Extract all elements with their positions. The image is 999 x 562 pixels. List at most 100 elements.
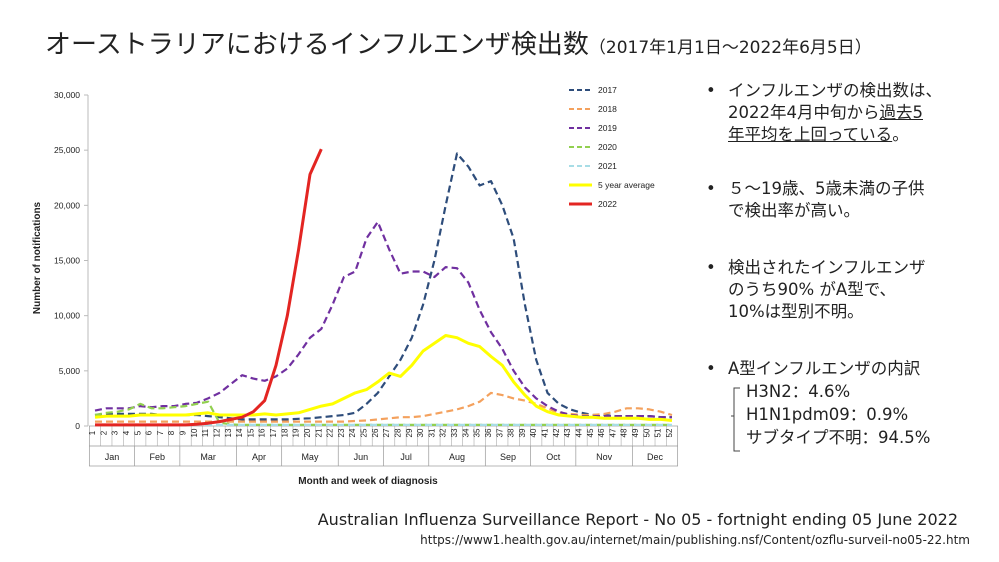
- title-note: （2017年1月1日～2022年6月5日）: [588, 38, 872, 58]
- series-line: [94, 400, 672, 426]
- note-line: 年平均を上回っている。: [728, 124, 942, 146]
- note-text: 。: [892, 125, 909, 144]
- x-tick-label: 27: [382, 428, 391, 437]
- note-text: のうち90% がA型で、: [728, 280, 897, 299]
- month-label: Feb: [149, 452, 165, 462]
- x-tick-label: 28: [393, 428, 402, 437]
- source: Australian Influenza Surveillance Report…: [317, 510, 958, 529]
- x-tick-label: 48: [620, 428, 629, 437]
- x-tick-label: 44: [574, 428, 583, 437]
- x-axis-title: Month and week of diagnosis: [298, 476, 438, 487]
- month-label: Jul: [400, 452, 412, 462]
- y-tick-label: 20,000: [54, 200, 80, 210]
- bullet: •: [706, 81, 716, 100]
- note-line: 検出されたインフルエンザ: [728, 257, 926, 279]
- x-tick-label: 20: [303, 428, 312, 437]
- x-tick-label: 24: [348, 428, 357, 437]
- x-tick-label: 45: [586, 428, 595, 437]
- x-tick-label: 31: [427, 428, 436, 437]
- x-tick-label: 32: [439, 428, 448, 437]
- x-tick-label: 33: [450, 428, 459, 437]
- x-tick-label: 3: [111, 430, 120, 435]
- note-line: 10%は型別不明。: [728, 301, 926, 323]
- x-tick-label: 26: [371, 428, 380, 437]
- x-tick-label: 42: [552, 428, 561, 437]
- x-tick-label: 4: [122, 430, 131, 435]
- x-tick-label: 15: [246, 428, 255, 437]
- x-tick-label: 10: [190, 428, 199, 437]
- series-line: [94, 220, 672, 419]
- note-item: H1N1pdm09：0.9%: [746, 405, 909, 424]
- x-tick-label: 16: [258, 428, 267, 437]
- x-tick-label: 39: [518, 428, 527, 437]
- slide-title: オーストラリアにおけるインフルエンザ検出数（2017年1月1日～2022年6月5…: [45, 24, 872, 61]
- note: • A型インフルエンザの内訳 H3N2：4.6% H1N1pdm09：0.9% サブタイ…: [706, 358, 930, 449]
- chart: Number of notifications Month and week o…: [32, 85, 679, 487]
- x-tick-label: 2: [99, 430, 108, 435]
- x-tick-label: 34: [461, 428, 470, 437]
- bullet: •: [706, 258, 716, 277]
- month-label: Sep: [500, 452, 516, 462]
- x-tick-label: 37: [495, 428, 504, 437]
- x-tick-label: 52: [665, 428, 674, 437]
- x-tick-label: 9: [179, 430, 188, 435]
- note-text: インフルエンザの検出数は、: [728, 81, 943, 100]
- x-tick-label: 40: [529, 428, 538, 437]
- month-label: Aug: [449, 452, 465, 462]
- x-tick-label: 11: [201, 428, 210, 437]
- x-tick-label: 21: [314, 428, 323, 437]
- note-line: 2022年4月中旬から過去5: [728, 102, 942, 124]
- series-line: [94, 152, 672, 421]
- x-tick-label: 13: [224, 428, 233, 437]
- note-text: で検出率が高い。: [728, 201, 860, 220]
- legend-label: 5 year average: [598, 180, 655, 190]
- x-tick-label: 29: [405, 428, 414, 437]
- month-label: Dec: [647, 452, 664, 462]
- x-tick-label: 35: [473, 428, 482, 437]
- note-line: ５～19歳、5歳未満の子供: [728, 178, 925, 200]
- bullet: •: [706, 179, 716, 198]
- note-line: で検出率が高い。: [728, 200, 925, 222]
- month-label: May: [301, 452, 319, 462]
- y-tick-label: 0: [75, 421, 80, 431]
- x-tick-label: 41: [541, 428, 550, 437]
- legend-label: 2017: [598, 85, 617, 95]
- x-tick-label: 30: [416, 428, 425, 437]
- month-label: Jun: [354, 452, 369, 462]
- note: • 検出されたインフルエンザ のうち90% がA型で、 10%は型別不明。: [706, 257, 926, 323]
- note-item: サブタイプ不明：94.5%: [746, 428, 931, 447]
- note: • ５～19歳、5歳未満の子供 で検出率が高い。: [706, 178, 925, 222]
- note-text: 10%は型別不明。: [728, 302, 864, 321]
- note-text: 年平均を上回っている: [728, 125, 893, 144]
- y-tick-label: 10,000: [54, 311, 80, 321]
- x-tick-label: 18: [280, 428, 289, 437]
- title-main: オーストラリアにおけるインフルエンザ検出数: [45, 30, 589, 60]
- x-tick-label: 6: [145, 430, 154, 435]
- x-tick-label: 50: [642, 428, 651, 437]
- note-text: 検出されたインフルエンザ: [728, 258, 926, 277]
- bracket: [731, 387, 740, 452]
- note-line: インフルエンザの検出数は、: [728, 80, 942, 102]
- x-tick-label: 1: [88, 430, 97, 435]
- x-tick-label: 17: [269, 428, 278, 437]
- note-text: 2022年4月中旬から: [728, 103, 880, 122]
- note-text: A型インフルエンザの内訳: [728, 359, 921, 378]
- note-text: ５～19歳、5歳未満の子供: [728, 179, 925, 198]
- x-tick-label: 8: [167, 430, 176, 435]
- x-tick-label: 25: [360, 428, 369, 437]
- source-url: https://www1.health.gov.au/internet/main…: [420, 533, 970, 547]
- legend-label: 2020: [598, 142, 617, 152]
- y-tick-label: 30,000: [54, 90, 80, 100]
- note-line: のうち90% がA型で、: [728, 279, 926, 301]
- x-tick-label: 14: [235, 428, 244, 437]
- y-tick-label: 5,000: [59, 366, 81, 376]
- x-tick-label: 49: [631, 428, 640, 437]
- x-tick-label: 12: [212, 428, 221, 437]
- series-line: [94, 334, 673, 422]
- x-tick-label: 38: [507, 428, 516, 437]
- month-label: Oct: [546, 452, 561, 462]
- y-tick-label: 15,000: [54, 256, 80, 266]
- bullet: •: [706, 359, 716, 378]
- note: • インフルエンザの検出数は、 2022年4月中旬から過去5 年平均を上回っている。: [706, 80, 942, 146]
